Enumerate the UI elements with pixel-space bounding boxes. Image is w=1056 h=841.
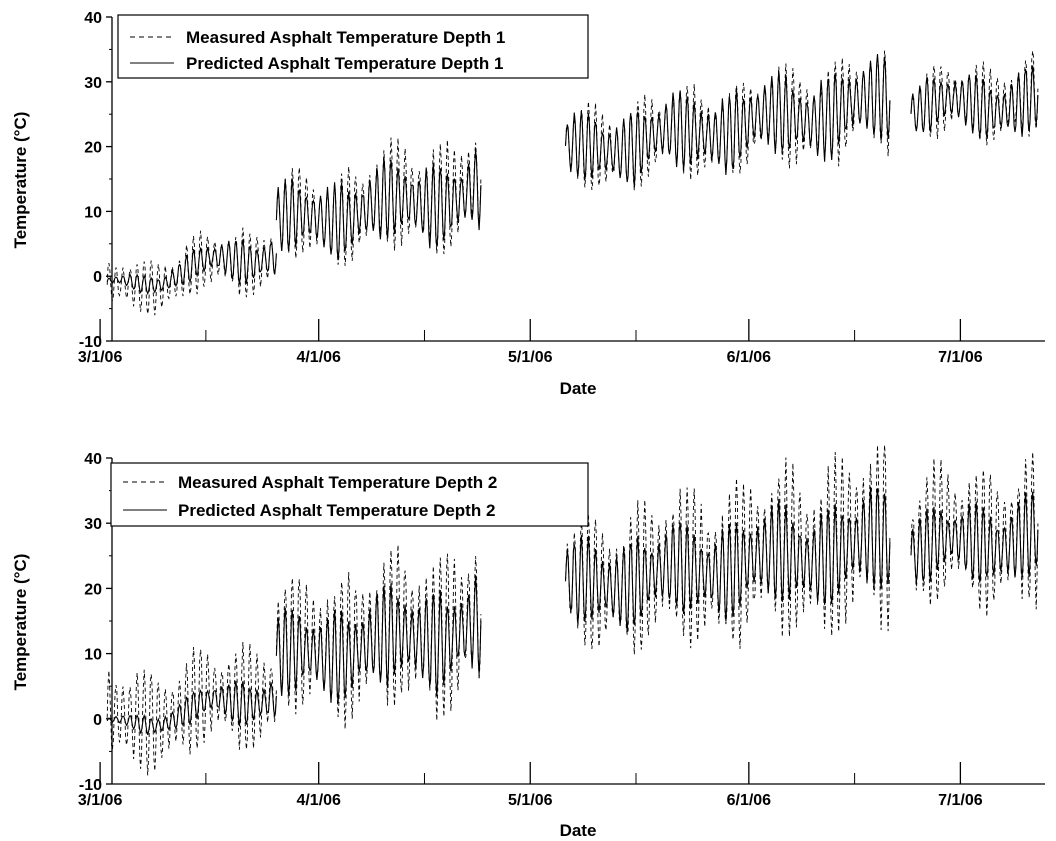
panel-1-series-layer [106,50,1039,316]
panel-1-axes-layer: -10 0 10 20 30 40 3/1/06 4/1/06 5/1/06 6/1/06 7/1/… [78,10,1045,366]
panel-2-x-axis-title: Date [560,821,597,840]
panel-1-legend-box [117,14,589,79]
panel-2-legend-label-measured: Measured Asphalt Temperature Depth 2 [178,473,497,492]
panel-2-x-tick-label: 3/1/06 [78,792,123,809]
panel-2-y-tick-label: 40 [84,451,102,468]
panel-2-x-tick-label: 7/1/06 [938,792,983,809]
panel-2-y-axis-title: Temperature (°C) [11,554,30,691]
panel-2-x-tick-label: 4/1/06 [296,792,341,809]
panel-2-y-tick-label: -10 [79,777,102,794]
panel-2-y-tick-label: 30 [84,516,102,533]
panel-2-legend-label-predicted: Predicted Asphalt Temperature Depth 2 [178,501,495,520]
panel-2-predicted-series-line [564,486,891,633]
panel-2-y-tick-label: 10 [84,647,102,664]
panel-1-predicted-series-line [910,65,1039,138]
panel-2-predicted-series-line [106,680,277,735]
panel-1-y-tick-label: 30 [84,75,102,92]
panel-depth-1: -10 0 10 20 30 40 3/1/06 4/1/06 5/1/06 6/1/06 7/1/… [11,10,1045,398]
panel-1-predicted-series-line [564,53,891,188]
panel-2-measured-series-line [565,444,891,655]
panel-1-x-tick-label: 7/1/06 [938,349,983,366]
panel-2-x-tick-label: 6/1/06 [727,792,772,809]
panel-1-legend-label-predicted: Predicted Asphalt Temperature Depth 1 [186,54,503,73]
panel-2-series-layer [106,444,1039,776]
panel-1-predicted-series-line [106,239,277,296]
panel-1-legend: Measured Asphalt Temperature Depth 1 Pre… [117,14,589,79]
panel-1-y-tick-label: 40 [84,10,102,27]
panel-1-y-tick-label: -10 [79,334,102,351]
panel-1-y-tick-label: 0 [93,269,102,286]
panel-1-x-tick-label: 3/1/06 [78,349,123,366]
panel-1-predicted-series-line [275,150,482,261]
panel-2-predicted-series-line [275,575,482,704]
panel-1-x-tick-label: 4/1/06 [296,349,341,366]
panel-2-predicted-series-line [910,491,1039,583]
panel-1-y-tick-label: 20 [84,140,102,157]
panel-2-legend: Measured Asphalt Temperature Depth 2 Pre… [110,462,589,527]
panel-1-x-axis-title: Date [560,379,597,398]
panel-1-y-axis-title: Temperature (°C) [11,112,30,249]
panel-2-y-tick-label: 0 [93,712,102,729]
panel-2-legend-box [110,462,589,527]
panel-1-x-tick-label: 5/1/06 [508,349,553,366]
panel-1-x-tick-label: 6/1/06 [727,349,772,366]
panel-1-y-tick-label: 10 [84,204,102,221]
panel-2-y-tick-label: 20 [84,581,102,598]
panel-2-x-tick-label: 5/1/06 [508,792,553,809]
panel-depth-2: -10 0 10 20 30 40 3/1/06 4/1/06 5/1/06 6/1/06 7/1/… [11,444,1045,840]
panel-1-legend-label-measured: Measured Asphalt Temperature Depth 1 [186,28,505,47]
